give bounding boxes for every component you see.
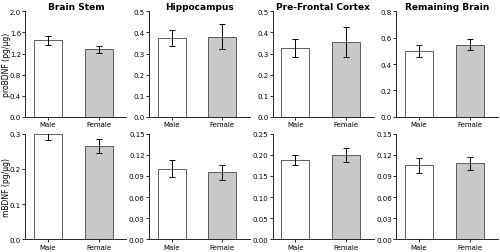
Bar — [34, 134, 62, 239]
Bar — [158, 39, 186, 117]
Bar — [405, 52, 433, 117]
Bar — [34, 41, 62, 117]
Bar — [282, 49, 310, 117]
Bar — [332, 43, 360, 117]
Title: Pre-Frontal Cortex: Pre-Frontal Cortex — [276, 3, 370, 11]
Bar — [158, 169, 186, 239]
Bar — [84, 50, 112, 117]
Bar — [84, 146, 112, 239]
Bar — [332, 155, 360, 239]
Bar — [405, 166, 433, 239]
Y-axis label: proBDNF (pg/µg): proBDNF (pg/µg) — [2, 33, 12, 97]
Bar — [282, 160, 310, 239]
Title: Hippocampus: Hippocampus — [165, 3, 234, 11]
Bar — [456, 46, 483, 117]
Bar — [456, 164, 483, 239]
Title: Remaining Brain: Remaining Brain — [404, 3, 489, 11]
Y-axis label: mBDNF (pg/µg): mBDNF (pg/µg) — [2, 158, 12, 216]
Bar — [208, 38, 236, 117]
Title: Brain Stem: Brain Stem — [48, 3, 104, 11]
Bar — [208, 173, 236, 239]
